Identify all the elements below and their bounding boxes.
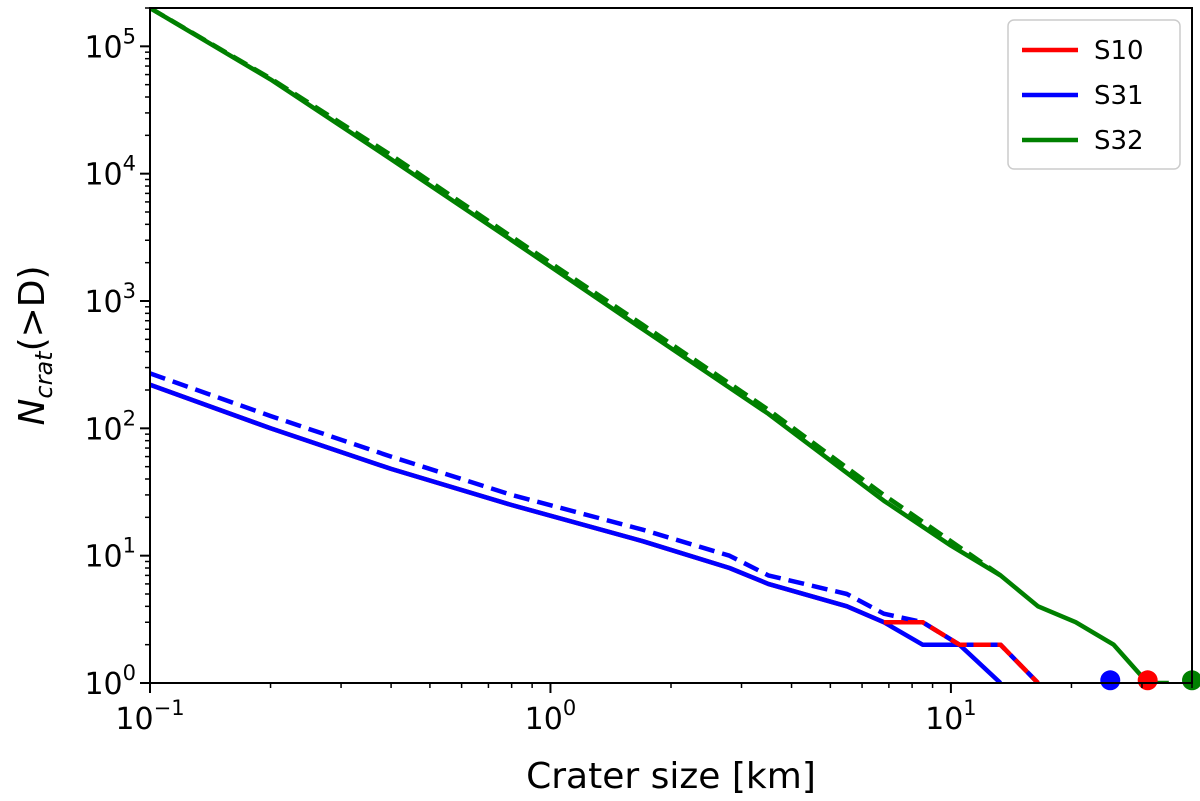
y-axis-label-sub: crat	[30, 350, 58, 399]
y-tick-label: 102	[84, 406, 136, 447]
y-axis-label-rest: (>D)	[12, 265, 53, 351]
endpoint-marker-s10	[1137, 670, 1158, 691]
y-tick-label: 104	[84, 152, 136, 193]
series-line-s10-dashed	[883, 619, 1040, 683]
x-tick-label: 101	[925, 696, 977, 737]
x-tick-label: 100	[525, 696, 577, 737]
y-axis-ticks: 100 101 102 103 104 105	[84, 7, 150, 702]
series-layer	[150, 8, 1169, 683]
series-line-s32	[150, 8, 1169, 683]
endpoint-marker-s31	[1100, 670, 1121, 691]
x-axis-label: Crater size [km]	[526, 756, 816, 797]
x-tick-label: 10−1	[115, 696, 184, 737]
x-axis-ticks: 10−1 100 101	[115, 683, 1193, 737]
legend-label-s10: S10	[1094, 36, 1144, 66]
y-tick-label: 100	[84, 661, 136, 702]
series-line-s31	[150, 382, 1003, 683]
legend: S10 S31 S32	[1007, 19, 1181, 170]
legend-label-s31: S31	[1094, 81, 1144, 111]
y-axis-label: Ncrat(>D)	[12, 265, 58, 425]
y-tick-label: 103	[84, 279, 136, 320]
y-tick-label: 105	[84, 24, 136, 65]
marker-layer	[1100, 670, 1200, 691]
y-tick-label: 101	[84, 534, 136, 575]
series-line-s10	[150, 382, 1040, 683]
series-line-s31-dashed	[150, 371, 1040, 683]
legend-label-s32: S32	[1094, 126, 1144, 156]
y-axis-label-main: N	[12, 399, 53, 426]
legend-box	[1007, 19, 1181, 170]
series-line-s32-dashed	[150, 8, 1002, 578]
